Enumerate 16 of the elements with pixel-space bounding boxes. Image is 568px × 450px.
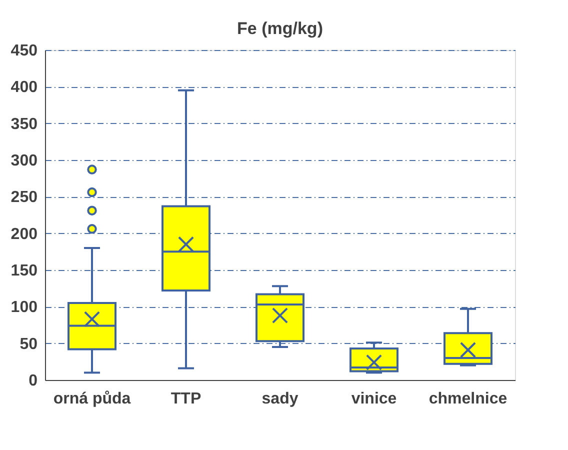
- y-tick-label: 350: [10, 116, 38, 133]
- x-tick-label: chmelnice: [428, 390, 508, 408]
- chart-title: Fe (mg/kg): [237, 19, 323, 38]
- y-tick-label: 450: [10, 42, 38, 60]
- y-tick-label: 150: [10, 262, 38, 280]
- x-tick-label: orná půda: [53, 390, 131, 408]
- x-tick-label: TTP: [170, 390, 202, 408]
- y-tick-label: 200: [10, 226, 38, 243]
- y-tick-label: 50: [20, 336, 38, 353]
- y-tick-label: 0: [28, 372, 38, 390]
- x-tick-label: vinice: [351, 390, 397, 408]
- y-tick-label: 250: [10, 189, 38, 206]
- y-tick-label: 100: [10, 299, 38, 316]
- y-tick-label: 400: [10, 79, 38, 96]
- x-tick-label: sady: [262, 390, 298, 408]
- y-tick-label: 300: [10, 152, 38, 170]
